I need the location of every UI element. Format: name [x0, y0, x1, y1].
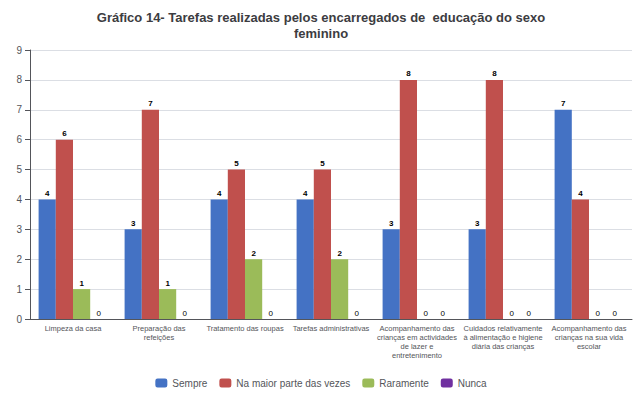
svg-text:7: 7	[16, 104, 22, 115]
svg-text:Preparação das: Preparação das	[133, 324, 186, 333]
svg-text:5: 5	[234, 159, 239, 168]
svg-text:Na maior parte das vezes: Na maior parte das vezes	[236, 378, 350, 389]
svg-text:2: 2	[16, 254, 22, 265]
svg-text:entretenimento: entretenimento	[392, 351, 442, 360]
svg-text:Tarefas administrativas: Tarefas administrativas	[293, 324, 370, 333]
svg-text:Cuidados relativamente: Cuidados relativamente	[464, 324, 543, 333]
svg-text:0: 0	[613, 309, 618, 318]
svg-text:1: 1	[79, 279, 84, 288]
svg-text:Gráfico 14- Tarefas realizadas: Gráfico 14- Tarefas realizadas pelos enc…	[97, 10, 546, 25]
svg-text:1: 1	[165, 279, 170, 288]
svg-text:Acompanhamento das: Acompanhamento das	[551, 324, 626, 333]
svg-text:0: 0	[441, 309, 446, 318]
svg-text:4: 4	[303, 189, 308, 198]
svg-text:8: 8	[406, 69, 411, 78]
svg-text:0: 0	[183, 309, 188, 318]
svg-text:2: 2	[337, 249, 342, 258]
svg-text:6: 6	[62, 129, 67, 138]
svg-text:8: 8	[16, 74, 22, 85]
svg-text:crianças em actividades: crianças em actividades	[377, 333, 457, 342]
svg-text:3: 3	[16, 224, 22, 235]
svg-text:0: 0	[355, 309, 360, 318]
svg-text:4: 4	[45, 189, 50, 198]
svg-text:Tratamento das roupas: Tratamento das roupas	[206, 324, 284, 333]
svg-text:feminino: feminino	[294, 26, 348, 41]
svg-text:Raramente: Raramente	[379, 378, 429, 389]
svg-text:7: 7	[148, 99, 153, 108]
svg-text:6: 6	[16, 134, 22, 145]
svg-text:refeições: refeições	[144, 333, 175, 342]
svg-text:3: 3	[131, 219, 136, 228]
svg-text:8: 8	[492, 69, 497, 78]
svg-text:0: 0	[595, 309, 600, 318]
svg-text:0: 0	[509, 309, 514, 318]
svg-text:4: 4	[578, 189, 583, 198]
svg-text:5: 5	[16, 164, 22, 175]
svg-text:Sempre: Sempre	[172, 378, 207, 389]
svg-text:0: 0	[269, 309, 274, 318]
svg-text:Limpeza da casa: Limpeza da casa	[45, 324, 103, 333]
svg-text:3: 3	[389, 219, 394, 228]
svg-text:de lazer e: de lazer e	[401, 342, 434, 351]
svg-text:Nunca: Nunca	[458, 378, 487, 389]
svg-text:0: 0	[97, 309, 102, 318]
svg-text:Acompanhamento das: Acompanhamento das	[379, 324, 454, 333]
svg-text:escolar: escolar	[577, 342, 602, 351]
svg-text:diária das crianças: diária das crianças	[472, 342, 535, 351]
svg-text:5: 5	[320, 159, 325, 168]
svg-text:crianças na sua vida: crianças na sua vida	[555, 333, 624, 342]
svg-text:4: 4	[16, 194, 22, 205]
svg-text:0: 0	[527, 309, 532, 318]
svg-text:7: 7	[561, 99, 566, 108]
svg-text:4: 4	[217, 189, 222, 198]
svg-text:2: 2	[251, 249, 256, 258]
svg-text:3: 3	[475, 219, 480, 228]
svg-text:1: 1	[16, 284, 22, 295]
svg-text:à alimentação e higiene: à alimentação e higiene	[463, 333, 542, 342]
svg-text:9: 9	[16, 45, 22, 56]
svg-text:0: 0	[16, 314, 22, 325]
svg-text:0: 0	[423, 309, 428, 318]
